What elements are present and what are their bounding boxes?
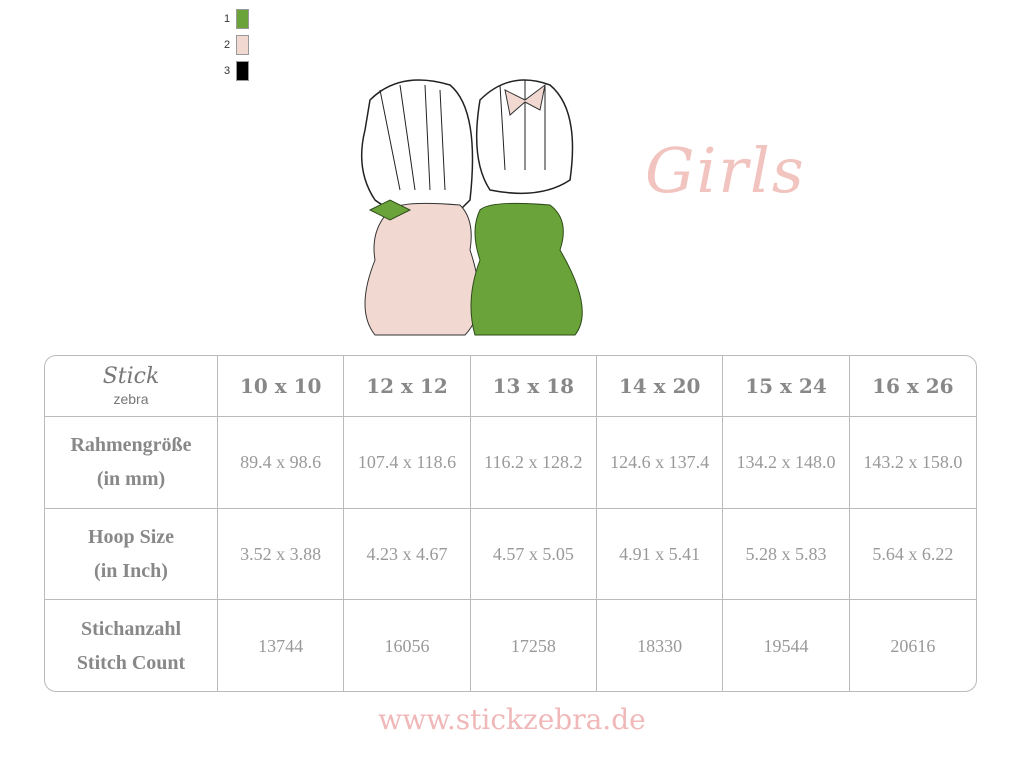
row-sublabel: (in mm) [96, 468, 166, 491]
table-cell: 5.28 x 5.83 [723, 508, 850, 601]
table-cell: 116.2 x 128.2 [470, 416, 597, 509]
table-row: Stichanzahl Stitch Count 13744 16056 1725… [45, 600, 976, 691]
table-cell: 89.4 x 98.6 [218, 416, 345, 509]
table-cell: 134.2 x 148.0 [723, 416, 850, 509]
table-cell: 124.6 x 137.4 [596, 416, 724, 509]
row-header: Rahmengröße (in mm) [45, 416, 218, 509]
table-header-row: Stick zebra 10 x 10 12 x 12 13 x 18 14 x … [45, 356, 976, 417]
table-cell: 13744 [218, 600, 345, 691]
table-cell: 143.2 x 158.0 [849, 417, 976, 509]
table-cell: 4.91 x 5.41 [596, 508, 724, 601]
swatch-number: 2 [224, 39, 231, 51]
row-sublabel: (in Inch) [94, 560, 168, 583]
table-cell: 4.57 x 5.05 [470, 508, 597, 601]
column-header: 14 x 20 [596, 356, 724, 417]
table-cell: 5.64 x 6.22 [849, 509, 976, 601]
swatch-color [236, 61, 249, 81]
column-header: 12 x 12 [344, 356, 471, 417]
table-cell: 18330 [597, 600, 724, 691]
column-header: 10 x 10 [218, 356, 345, 417]
design-title: Girls [645, 134, 806, 207]
table-cell: 3.52 x 3.88 [218, 508, 345, 601]
table-cell: 107.4 x 118.6 [344, 416, 471, 509]
logo-text: Stick [102, 363, 160, 389]
table-cell: 16056 [344, 600, 471, 691]
column-header: 15 x 24 [723, 356, 850, 417]
row-label: Stichanzahl [80, 617, 182, 640]
swatch-1: 1 [224, 6, 249, 32]
swatch-2: 2 [224, 32, 249, 58]
swatch-number: 3 [224, 65, 231, 77]
website-url: www.stickzebra.de [378, 703, 646, 736]
swatch-color [236, 9, 249, 29]
row-sublabel: Stitch Count [76, 651, 186, 674]
logo-subtext: zebra [113, 390, 149, 407]
stickzebra-logo: Stick zebra [45, 356, 218, 417]
size-table: Stick zebra 10 x 10 12 x 12 13 x 18 14 x … [44, 355, 977, 692]
girls-embroidery-illustration [360, 79, 583, 336]
table-cell: 4.23 x 4.67 [344, 508, 471, 601]
row-label: Hoop Size [87, 526, 175, 549]
row-header: Hoop Size (in Inch) [45, 508, 218, 601]
table-row: Hoop Size (in Inch) 3.52 x 3.88 4.23 x 4.… [45, 508, 976, 601]
table-row: Rahmengröße (in mm) 89.4 x 98.6 107.4 x 1… [45, 416, 976, 509]
table-cell: 17258 [471, 600, 597, 691]
row-header: Stichanzahl Stitch Count [45, 600, 218, 691]
color-swatches: 1 2 3 [224, 6, 249, 84]
swatch-color [236, 35, 249, 55]
swatch-3: 3 [224, 58, 249, 84]
table-cell: 20616 [890, 635, 936, 656]
table-cell: 19544 [723, 600, 850, 691]
swatch-number: 1 [224, 13, 231, 25]
column-header: 16 x 26 [849, 356, 976, 417]
column-header: 13 x 18 [470, 356, 597, 417]
row-label: Rahmengröße [70, 434, 192, 457]
